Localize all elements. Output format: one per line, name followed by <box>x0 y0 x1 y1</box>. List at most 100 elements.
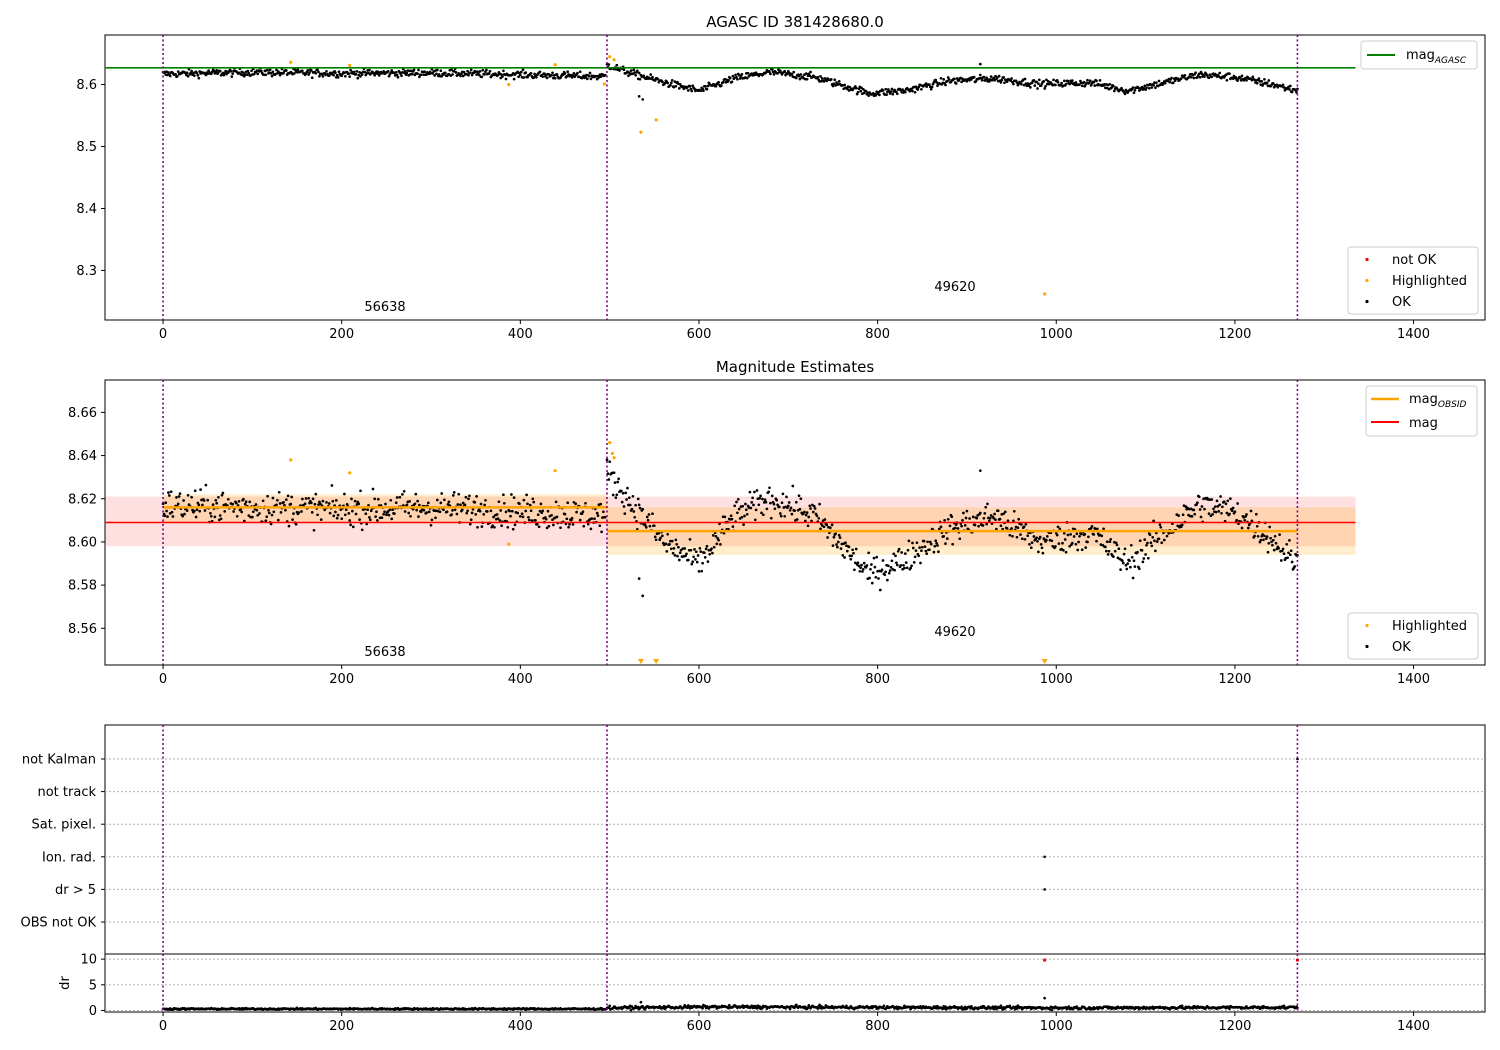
agasc-ok-point <box>1005 80 1009 84</box>
magnitude-ok-point <box>867 551 871 555</box>
magnitude-ok-point <box>1272 548 1276 552</box>
magnitude-ok-point <box>493 525 496 529</box>
magnitude-ok-point <box>235 514 239 518</box>
agasc-ok-point <box>1054 83 1057 87</box>
magnitude-ok-point <box>965 509 969 513</box>
magnitude-ok-point <box>303 502 307 506</box>
agasc-ok-point <box>867 94 871 97</box>
agasc-points-legend: not OK Highlighted OK <box>1347 246 1479 315</box>
agasc-ok-point <box>416 72 419 76</box>
magnitude-ok-point <box>886 564 890 568</box>
agasc-ok-point <box>903 90 907 94</box>
magnitude-ok-point <box>698 547 702 550</box>
agasc-ok-point <box>588 71 592 75</box>
magnitude-ok-point <box>1057 542 1061 545</box>
magnitude-ok-point <box>861 567 865 571</box>
dr-ok-point <box>882 1004 886 1008</box>
dr-xtick-label: 800 <box>865 1019 890 1034</box>
magnitude-ok-point <box>945 537 949 540</box>
magnitude-ok-point <box>1117 547 1121 551</box>
agasc-ok-point <box>467 73 470 77</box>
magnitude-ok-point <box>769 501 772 505</box>
magnitude-ok-point <box>389 498 393 502</box>
magnitude-ok-point <box>1055 533 1059 537</box>
magnitude-ok-point <box>547 524 551 528</box>
magnitude-ok-point <box>442 508 445 512</box>
magnitude-ok-point <box>1231 506 1235 510</box>
agasc-ok-point <box>999 81 1003 84</box>
magnitude-ok-point <box>539 502 543 506</box>
magnitude-points-legend-box <box>1347 612 1479 660</box>
magnitude-ok-point <box>1162 538 1166 542</box>
agasc-ok-point <box>1098 79 1102 82</box>
magnitude-highlighted-point <box>610 451 614 456</box>
magnitude-ok-point <box>518 502 521 506</box>
flags-category-label: OBS not OK <box>21 916 97 931</box>
magnitude-ok-point <box>672 547 676 550</box>
magnitude-ok-point <box>1083 532 1087 536</box>
magnitude-ok-point <box>1029 546 1033 550</box>
agasc-ok-point <box>939 76 943 80</box>
magnitude-ok-point <box>1197 495 1201 499</box>
magnitude-ok-point <box>987 519 991 523</box>
agasc-ok-point <box>185 71 189 75</box>
magnitude-ok-point <box>781 492 785 496</box>
magnitude-ok-point <box>870 563 873 566</box>
magnitude-ok-point <box>1035 536 1038 540</box>
agasc-ok-point <box>688 84 692 88</box>
magnitude-ok-point <box>977 524 980 528</box>
agasc-ok-point <box>661 80 664 84</box>
agasc-ok-point <box>1198 75 1202 79</box>
magnitude-ok-point <box>1256 534 1260 538</box>
magnitude-ok-point <box>1153 539 1156 543</box>
magnitude-ok-point <box>244 500 248 504</box>
agasc-xtick-label: 1000 <box>1040 327 1073 342</box>
magnitude-ok-point <box>1131 576 1135 580</box>
magnitude-ok-point <box>287 524 291 528</box>
agasc-xtick-label: 400 <box>508 327 533 342</box>
magnitude-ok-point <box>686 558 690 562</box>
magnitude-ok-point <box>479 502 483 506</box>
magnitude-ok-point <box>186 493 190 497</box>
dr-ok-point <box>1282 1004 1286 1008</box>
magnitude-ok-point <box>883 573 887 577</box>
magnitude-ytick-label: 8.66 <box>68 406 97 421</box>
magnitude-ok-point <box>538 509 542 513</box>
agasc-ok-point <box>356 76 360 80</box>
magnitude-ok-point <box>376 497 380 501</box>
agasc-ok-point <box>920 87 923 91</box>
agasc-ok-point <box>545 76 549 80</box>
dr-ok-point <box>1228 1007 1231 1011</box>
magnitude-ok-point <box>226 497 230 501</box>
magnitude-ok-point <box>336 513 340 517</box>
magnitude-ok-point <box>463 503 467 507</box>
magnitude-ok-point <box>1113 549 1117 553</box>
magnitude-ok-point <box>1132 559 1136 563</box>
magnitude-ok-point <box>783 514 787 518</box>
agasc-ok-point <box>730 80 734 84</box>
agasc-ok-point <box>669 83 672 87</box>
magnitude-ok-point <box>907 539 911 543</box>
agasc-xtick-label: 600 <box>687 327 712 342</box>
magnitude-ok-point <box>344 508 348 512</box>
magnitude-ok-point <box>860 563 863 567</box>
agasc-ok-point <box>1255 81 1259 85</box>
agasc-ok-point <box>816 75 820 79</box>
magnitude-ok-point <box>1271 543 1274 547</box>
agasc-ok-point <box>808 74 812 78</box>
magnitude-ok-point <box>806 524 810 528</box>
magnitude-ok-point <box>626 486 629 490</box>
magnitude-ok-point <box>880 568 884 572</box>
dr-ytick-label: 0 <box>89 1004 97 1019</box>
agasc-line-legend: magAGASC <box>1360 40 1478 70</box>
agasc-ok-point <box>1036 87 1039 90</box>
agasc-ok-point <box>1290 90 1294 94</box>
agasc-ok-point <box>1267 79 1271 82</box>
magnitude-ok-point <box>593 517 596 521</box>
magnitude-ok-point <box>1041 551 1045 555</box>
magnitude-ok-point <box>171 515 175 518</box>
magnitude-ok-point <box>895 561 898 565</box>
agasc-ok-point <box>252 72 256 76</box>
magnitude-ok-point <box>206 498 210 502</box>
magnitude-ok-point <box>1023 537 1027 541</box>
